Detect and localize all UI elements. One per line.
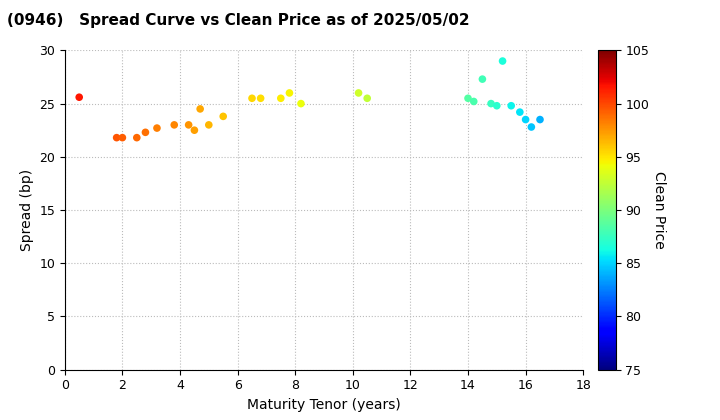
Point [468,98,480,105]
Point [131,134,143,141]
Point [485,100,497,107]
Point [353,89,364,96]
Y-axis label: Spread (bp): Spread (bp) [19,169,34,251]
X-axis label: Maturity Tenor (years): Maturity Tenor (years) [247,398,401,412]
Point [194,105,206,112]
Point [497,58,508,64]
Point [117,134,128,141]
Point [526,123,537,130]
Point [183,121,194,128]
Point [534,116,546,123]
Point [111,134,122,141]
Point [246,95,258,102]
Point [477,76,488,82]
Point [491,102,503,109]
Point [275,95,287,102]
Point [462,95,474,102]
Point [361,95,373,102]
Point [189,127,200,134]
Text: (0946)   Spread Curve vs Clean Price as of 2025/05/02: (0946) Spread Curve vs Clean Price as of… [7,13,470,28]
Point [217,113,229,120]
Point [168,121,180,128]
Y-axis label: Clean Price: Clean Price [652,171,666,249]
Point [284,89,295,96]
Point [203,121,215,128]
Point [505,102,517,109]
Point [140,129,151,136]
Point [295,100,307,107]
Point [514,109,526,116]
Point [73,94,85,100]
Point [151,125,163,131]
Point [520,116,531,123]
Point [255,95,266,102]
